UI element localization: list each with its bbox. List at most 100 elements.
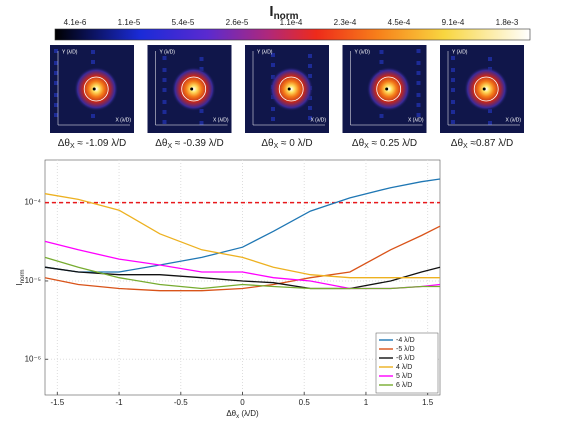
star bbox=[190, 87, 194, 91]
caption-sub: X bbox=[364, 143, 369, 150]
speckle bbox=[416, 113, 421, 117]
legend-label: 5 λ/D bbox=[396, 373, 412, 380]
speckle bbox=[451, 88, 455, 92]
speckle bbox=[416, 71, 421, 75]
image-caption: ΔθX ≈ -1.09 λ/D bbox=[58, 138, 127, 150]
speckle bbox=[451, 78, 455, 82]
image-y-label: Y (λ/D) bbox=[160, 49, 176, 55]
colorbar-label: 5.4e-5 bbox=[172, 18, 195, 27]
speckle bbox=[416, 103, 421, 107]
speckle bbox=[488, 121, 492, 125]
speckle bbox=[416, 61, 421, 65]
y-tick-label: 10⁻⁵ bbox=[25, 276, 41, 285]
star bbox=[385, 87, 389, 91]
speckle bbox=[54, 103, 58, 107]
speckle bbox=[162, 56, 167, 60]
speckle bbox=[308, 106, 312, 110]
x-tick-label: 0.5 bbox=[299, 398, 311, 407]
caption-text: ≈ 0 λ/D bbox=[278, 138, 312, 149]
speckle bbox=[54, 61, 58, 65]
speckle bbox=[416, 81, 421, 85]
image-x-label: X (λ/D) bbox=[213, 117, 229, 123]
speckle bbox=[162, 110, 167, 114]
dark-hole bbox=[376, 76, 402, 102]
speckle bbox=[199, 57, 204, 61]
speckle bbox=[488, 57, 492, 61]
caption-symbol: Δθ bbox=[261, 138, 274, 149]
colorbar-label: 4.1e-6 bbox=[64, 18, 87, 27]
dark-hole bbox=[83, 76, 109, 102]
caption-sub: X bbox=[463, 143, 468, 150]
colorbar-label: 4.5e-4 bbox=[388, 18, 411, 27]
speckle bbox=[162, 68, 167, 72]
speckle bbox=[451, 120, 455, 124]
speckle bbox=[54, 49, 58, 53]
colorbar-label: 1.1e-5 bbox=[118, 18, 141, 27]
psf-glow bbox=[74, 67, 119, 111]
star bbox=[92, 87, 96, 91]
speckle bbox=[271, 63, 275, 67]
psf-image: Y (λ/D) X (λ/D) ΔθX ≈ 0 λ/D bbox=[245, 45, 329, 150]
speckle bbox=[271, 107, 275, 111]
colorbar-labels: 4.1e-6 1.1e-5 5.4e-5 2.6e-5 1.1e-4 2.3e-4 4.5e… bbox=[64, 18, 519, 27]
series-line bbox=[44, 193, 440, 279]
caption-text: ≈ 0.25 λ/D bbox=[369, 138, 417, 149]
image-caption: ΔθX ≈0.87 λ/D bbox=[451, 138, 513, 150]
image-x-label: X (λ/D) bbox=[310, 117, 326, 123]
series-line bbox=[44, 225, 441, 292]
x-label-main: Δθ bbox=[226, 409, 236, 418]
image-y-label: Y (λ/D) bbox=[62, 49, 78, 55]
x-tick-label: 1.5 bbox=[422, 398, 434, 407]
x-label-unit: (λ/D) bbox=[239, 409, 259, 418]
image-y-label: Y (λ/D) bbox=[257, 49, 273, 55]
speckle bbox=[162, 120, 167, 124]
x-label-sub: x bbox=[236, 414, 239, 420]
image-x-label: X (λ/D) bbox=[115, 117, 131, 123]
figure-title: Inorm bbox=[269, 3, 298, 22]
images: Y (λ/D)X (λ/D)ΔθX ≈ -1.09 λ/DY (λ/D)X (λ… bbox=[50, 45, 524, 150]
caption-text: ≈0.87 λ/D bbox=[468, 138, 514, 149]
x-tick-label: -1.5 bbox=[50, 398, 64, 407]
speckle bbox=[451, 68, 455, 72]
speckle bbox=[199, 109, 204, 113]
line-chart: -1.5 -1 -0.5 0 0.5 1 1.5 10⁻⁶ 10⁻⁵ 10⁻⁴ Inorm Δθx (… bbox=[15, 159, 441, 420]
speckle bbox=[91, 60, 95, 64]
speckle bbox=[488, 109, 492, 113]
legend-label: -4 λ/D bbox=[396, 337, 415, 344]
y-tick-label: 10⁻⁶ bbox=[25, 354, 41, 363]
series-line bbox=[44, 266, 441, 290]
speckle bbox=[271, 53, 275, 57]
speckle bbox=[54, 93, 58, 97]
speckle bbox=[451, 56, 455, 60]
speckle bbox=[91, 50, 95, 54]
psf-glow bbox=[464, 67, 509, 111]
caption-symbol: Δθ bbox=[352, 138, 365, 149]
colorbar-label: 2.6e-5 bbox=[226, 18, 249, 27]
psf-glow bbox=[269, 67, 314, 111]
image-x-label: X (λ/D) bbox=[505, 117, 521, 123]
colorbar-label: 1.1e-4 bbox=[280, 18, 303, 27]
image-caption: ΔθX ≈ 0 λ/D bbox=[261, 138, 312, 150]
speckle bbox=[308, 116, 312, 120]
caption-symbol: Δθ bbox=[58, 138, 71, 149]
caption-symbol: Δθ bbox=[155, 138, 168, 149]
caption-sub: X bbox=[274, 143, 279, 150]
dark-hole bbox=[181, 76, 207, 102]
title-main: I bbox=[269, 3, 273, 20]
colorbar-label: 2.3e-4 bbox=[334, 18, 357, 27]
dark-hole bbox=[278, 76, 304, 102]
colorbar-label: 1.8e-3 bbox=[496, 18, 519, 27]
legend-box bbox=[375, 332, 439, 394]
y-axis-label: Inorm bbox=[15, 270, 25, 286]
speckle bbox=[379, 50, 384, 54]
psf-image: Y (λ/D) X (λ/D) ΔθX ≈ 0.25 λ/D bbox=[342, 45, 427, 150]
image-caption: ΔθX ≈ 0.25 λ/D bbox=[352, 138, 417, 150]
title-sub: norm bbox=[274, 11, 299, 22]
psf-glow bbox=[366, 67, 411, 111]
legend-label: -5 λ/D bbox=[396, 346, 415, 353]
speckle bbox=[451, 110, 455, 114]
image-y-label: Y (λ/D) bbox=[452, 49, 468, 55]
speckle bbox=[379, 114, 384, 118]
colorbar bbox=[54, 28, 531, 41]
